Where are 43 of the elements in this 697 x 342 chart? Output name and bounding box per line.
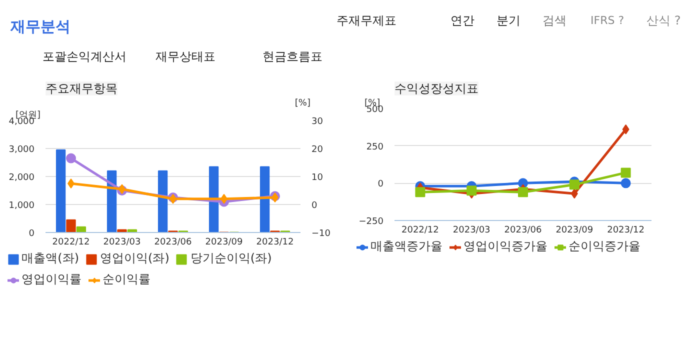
y2-axis-title: [%]: [294, 98, 311, 108]
y2-tick-label: 20: [312, 145, 324, 155]
legend-label: 영업이익증가율: [464, 238, 548, 255]
x-tick-label: 2023/09: [205, 238, 243, 248]
text: IFRS ?: [590, 14, 624, 27]
legend-label: 순이익률: [102, 271, 151, 288]
text: 검색: [542, 14, 566, 28]
x-tick-label: 2023/12: [607, 226, 644, 236]
legend-label: 매출액(좌): [22, 250, 80, 267]
chart-title: 수익성장성지표: [394, 82, 478, 96]
x-tick-label: 2022/12: [402, 226, 439, 236]
x-tick-label: 2023/06: [504, 226, 542, 236]
chart-title: 주요재무항목: [46, 82, 118, 96]
x-tick-label: 2023/12: [256, 238, 294, 248]
legend-label: 순이익증가율: [568, 238, 641, 255]
text: 현금흐름표: [262, 50, 322, 64]
y-tick-label: 3,000: [8, 145, 35, 155]
legend-label: 영업이익(좌): [100, 250, 170, 267]
text: 재무상태표: [156, 50, 216, 64]
x-tick-label: 2022/12: [52, 238, 90, 248]
y2-tick-label: 0: [312, 201, 318, 211]
y2-tick-label: 10: [312, 173, 324, 183]
y-tick-label: 2,000: [8, 173, 35, 183]
y2-tick-label: −10: [312, 229, 331, 239]
x-tick-label: 2023/09: [556, 226, 594, 236]
text: 주재무제표: [336, 14, 396, 28]
text: 산식 ?: [646, 14, 681, 28]
y-tick-label: 0: [28, 229, 35, 239]
legend-label: 당기순이익(좌): [190, 250, 272, 267]
y-tick-label: 0: [378, 180, 384, 190]
x-tick-label: 2023/03: [452, 226, 490, 236]
legend-label: 영업이익률: [22, 271, 82, 288]
text: 분기: [496, 14, 520, 28]
x-tick-label: 2023/06: [154, 238, 192, 248]
text: 연간: [450, 14, 474, 28]
y-tick-label: −250: [358, 217, 384, 227]
y-tick-label: 1,000: [8, 201, 35, 211]
y2-tick-label: 30: [312, 117, 324, 127]
legend-label: 매출액증가율: [370, 238, 443, 255]
y-tick-label: 250: [366, 142, 384, 152]
text: 포괄손익계산서: [42, 50, 126, 64]
x-tick-label: 2023/03: [103, 238, 141, 248]
text: 재무분석: [10, 18, 70, 36]
